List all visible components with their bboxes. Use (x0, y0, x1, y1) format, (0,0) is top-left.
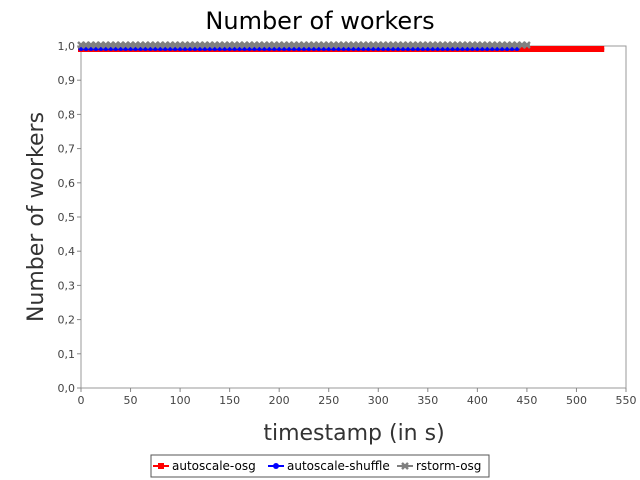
data-point (583, 46, 590, 52)
x-tick-label: 450 (516, 394, 537, 407)
legend-swatch-marker (273, 463, 279, 469)
data-point (558, 46, 565, 52)
data-point (518, 46, 525, 52)
data-point (593, 46, 600, 52)
data-point (548, 46, 555, 52)
x-tick-label: 0 (78, 394, 85, 407)
y-tick-label: 0,8 (58, 108, 76, 121)
chart-title: Number of workers (205, 7, 434, 35)
legend-item: autoscale-shuffle (268, 459, 390, 473)
data-point (538, 46, 545, 52)
y-tick-label: 0,4 (58, 245, 76, 258)
data-point (598, 46, 605, 52)
legend-swatch-marker (158, 463, 164, 469)
legend-swatch-marker (401, 462, 409, 470)
data-point (533, 46, 540, 52)
plot-area (80, 45, 627, 389)
legend-items: autoscale-osg autoscale-shuffle rstorm-osg (153, 459, 481, 473)
y-axis-label: Number of workers (24, 112, 49, 322)
legend-item: rstorm-osg (397, 459, 481, 473)
data-point (553, 46, 560, 52)
x-tick-label: 250 (318, 394, 339, 407)
data-point (573, 46, 580, 52)
legend-label: rstorm-osg (416, 459, 481, 473)
y-tick-label: 0,7 (58, 143, 76, 156)
legend-label: autoscale-osg (172, 459, 256, 473)
x-axis-label: timestamp (in s) (263, 421, 444, 446)
x-tick-label: 200 (269, 394, 290, 407)
data-point (563, 46, 570, 52)
data-point (588, 46, 595, 52)
y-tick-label: 0,9 (58, 74, 76, 87)
x-tick-label: 300 (368, 394, 389, 407)
data-point (578, 46, 585, 52)
data-point (568, 46, 575, 52)
x-tick-label: 150 (219, 394, 240, 407)
data-point (523, 46, 530, 52)
x-tick-label: 50 (124, 394, 138, 407)
legend-box (150, 454, 490, 478)
data-point (523, 41, 531, 49)
y-tick-label: 0,0 (58, 382, 76, 395)
series-layer (77, 41, 605, 52)
y-tick-label: 1,0 (58, 40, 76, 53)
legend-label: autoscale-shuffle (287, 459, 390, 473)
x-tick-label: 550 (616, 394, 637, 407)
data-point (543, 46, 550, 52)
y-axis-ticks: 0,0 0,1 0,2 0,3 0,4 0,5 0,6 0,7 0,8 0,9 1,0 (58, 40, 81, 395)
y-tick-label: 0,1 (58, 348, 76, 361)
y-tick-label: 0,2 (58, 314, 76, 327)
x-axis-ticks: 0 50 100 150 200 250 300 350 400 450 500 550 (78, 388, 637, 407)
series-rstorm-osg (77, 41, 531, 49)
x-tick-label: 500 (566, 394, 587, 407)
y-tick-label: 0,3 (58, 279, 76, 292)
x-tick-label: 100 (170, 394, 191, 407)
legend: autoscale-osg autoscale-shuffle rstorm-osg (150, 454, 490, 478)
x-tick-label: 350 (417, 394, 438, 407)
y-tick-label: 0,6 (58, 177, 76, 190)
legend-item: autoscale-osg (153, 459, 256, 473)
x-tick-label: 400 (467, 394, 488, 407)
data-point (528, 46, 535, 52)
y-tick-label: 0,5 (58, 211, 76, 224)
